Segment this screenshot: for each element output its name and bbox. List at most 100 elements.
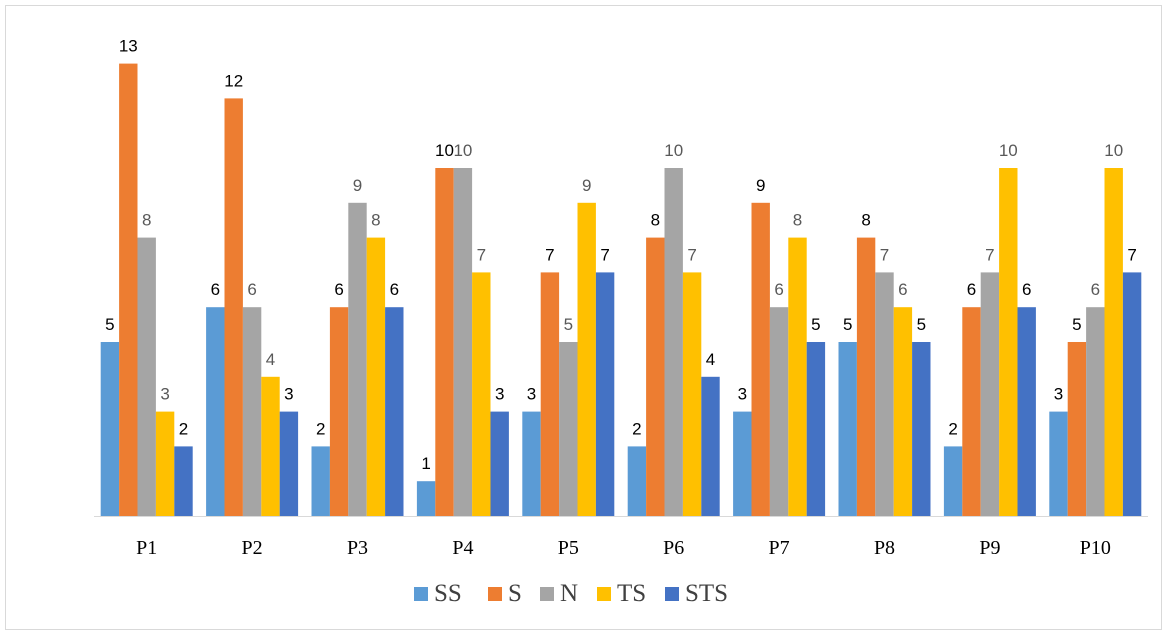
value-label-ts-p6: 7 [687, 245, 696, 264]
legend-item-ts: TS [597, 580, 646, 607]
bars-layer [100, 63, 1142, 517]
value-label-ss-p9: 2 [948, 419, 957, 438]
value-label-sts-p3: 6 [390, 280, 399, 299]
bar-ss-p4 [416, 481, 436, 516]
x-tick-label-p9: P9 [979, 537, 1000, 559]
bar-ts-p10 [1104, 168, 1123, 516]
bar-s-p5 [540, 272, 560, 516]
value-label-ss-p5: 3 [527, 385, 536, 404]
value-label-sts-p1: 2 [179, 419, 188, 438]
legend-label-sts: STS [685, 580, 728, 607]
legend-item-ss: SS [414, 580, 462, 607]
legend-label-ts: TS [617, 580, 646, 607]
bar-ss-p1 [100, 342, 120, 516]
value-label-n-p7: 6 [774, 280, 783, 299]
bar-s-p7 [751, 202, 770, 517]
bar-ts-p8 [893, 307, 913, 516]
value-label-ts-p10: 10 [1104, 141, 1123, 160]
value-label-ts-p1: 3 [160, 385, 169, 404]
bar-ss-p9 [943, 446, 963, 516]
value-label-s-p5: 7 [545, 245, 554, 264]
legend-label-s: S [508, 580, 522, 607]
bar-n-p8 [875, 272, 894, 516]
legend-label-ss: SS [434, 580, 462, 607]
value-label-s-p2: 12 [224, 71, 243, 90]
value-label-s-p6: 8 [651, 211, 660, 230]
bar-s-p8 [856, 237, 876, 516]
bar-ts-p1 [155, 411, 175, 516]
bar-sts-p7 [806, 342, 826, 516]
bar-sts-p3 [385, 307, 404, 516]
bar-ss-p10 [1049, 411, 1068, 516]
value-label-ss-p3: 2 [316, 419, 325, 438]
value-label-s-p1: 13 [119, 37, 138, 56]
bar-n-p1 [137, 237, 156, 516]
value-label-sts-p5: 7 [600, 245, 609, 264]
bar-s-p1 [119, 63, 138, 516]
chart-frame: 5 13 8 3 2 6 12 6 4 3 2 6 9 8 6 1 10 10 7 3 3 7 5 9 7 2 8 10 7 4 3 9 6 8 5… [5, 5, 1162, 630]
value-label-ts-p9: 10 [999, 141, 1018, 160]
bar-ss-p3 [311, 446, 330, 516]
value-label-sts-p10: 7 [1127, 245, 1136, 264]
value-label-ss-p7: 3 [738, 385, 747, 404]
value-label-n-p10: 6 [1091, 280, 1100, 299]
bar-n-p3 [348, 202, 367, 517]
value-label-s-p4: 10 [435, 141, 454, 160]
legend-label-n: N [560, 580, 578, 607]
x-tick-label-p1: P1 [136, 537, 157, 559]
bar-ts-p4 [472, 272, 491, 516]
value-label-sts-p4: 3 [495, 385, 504, 404]
value-label-n-p9: 7 [985, 245, 994, 264]
bar-sts-p5 [595, 272, 615, 516]
legend: SS S N TS STS [414, 580, 728, 607]
bar-n-p6 [664, 168, 683, 516]
legend-swatch-sts [665, 587, 679, 601]
x-tick-label-p4: P4 [452, 537, 473, 559]
bar-sts-p8 [912, 342, 931, 516]
value-label-s-p10: 5 [1072, 315, 1081, 334]
value-label-ts-p3: 8 [371, 211, 380, 230]
x-tick-label-p3: P3 [347, 537, 368, 559]
x-tick-label-p10: P10 [1080, 537, 1111, 559]
x-tick-label-p2: P2 [242, 537, 263, 559]
bar-s-p4 [435, 168, 454, 516]
value-label-ss-p10: 3 [1054, 385, 1063, 404]
legend-swatch-s [488, 587, 502, 601]
value-label-n-p1: 8 [142, 211, 151, 230]
bar-n-p4 [453, 168, 473, 516]
bar-sts-p10 [1122, 272, 1142, 516]
bar-sts-p9 [1017, 307, 1036, 516]
value-label-n-p8: 7 [880, 245, 889, 264]
value-label-n-p4: 10 [453, 141, 472, 160]
value-label-s-p7: 9 [756, 176, 765, 195]
bar-ts-p3 [366, 237, 386, 516]
value-label-sts-p2: 3 [284, 385, 293, 404]
bar-ss-p5 [522, 411, 541, 516]
x-tick-label-p8: P8 [874, 537, 895, 559]
legend-item-sts: STS [665, 580, 728, 607]
bar-n-p10 [1086, 307, 1105, 516]
value-label-sts-p7: 5 [811, 315, 820, 334]
value-label-ts-p7: 8 [793, 211, 802, 230]
value-label-s-p9: 6 [967, 280, 976, 299]
value-label-s-p8: 8 [861, 211, 870, 230]
bar-sts-p2 [279, 411, 299, 516]
x-tick-labels-layer: P1 P2 P3 P4 P5 P6 P7 P8 P9 P10 [136, 537, 1111, 559]
value-label-ss-p8: 5 [843, 315, 852, 334]
bar-n-p5 [559, 342, 578, 516]
value-label-n-p3: 9 [353, 176, 362, 195]
legend-swatch-n [540, 587, 554, 601]
legend-item-s: S [488, 580, 522, 607]
value-label-ts-p4: 7 [477, 245, 486, 264]
legend-swatch-ss [414, 587, 428, 601]
value-label-n-p6: 10 [664, 141, 683, 160]
bar-ts-p6 [682, 272, 702, 516]
bar-ts-p5 [577, 202, 596, 517]
x-tick-label-p6: P6 [663, 537, 684, 559]
value-label-ss-p6: 2 [632, 419, 641, 438]
bar-s-p3 [329, 307, 349, 516]
bar-n-p9 [980, 272, 1000, 516]
value-label-sts-p6: 4 [706, 350, 715, 369]
